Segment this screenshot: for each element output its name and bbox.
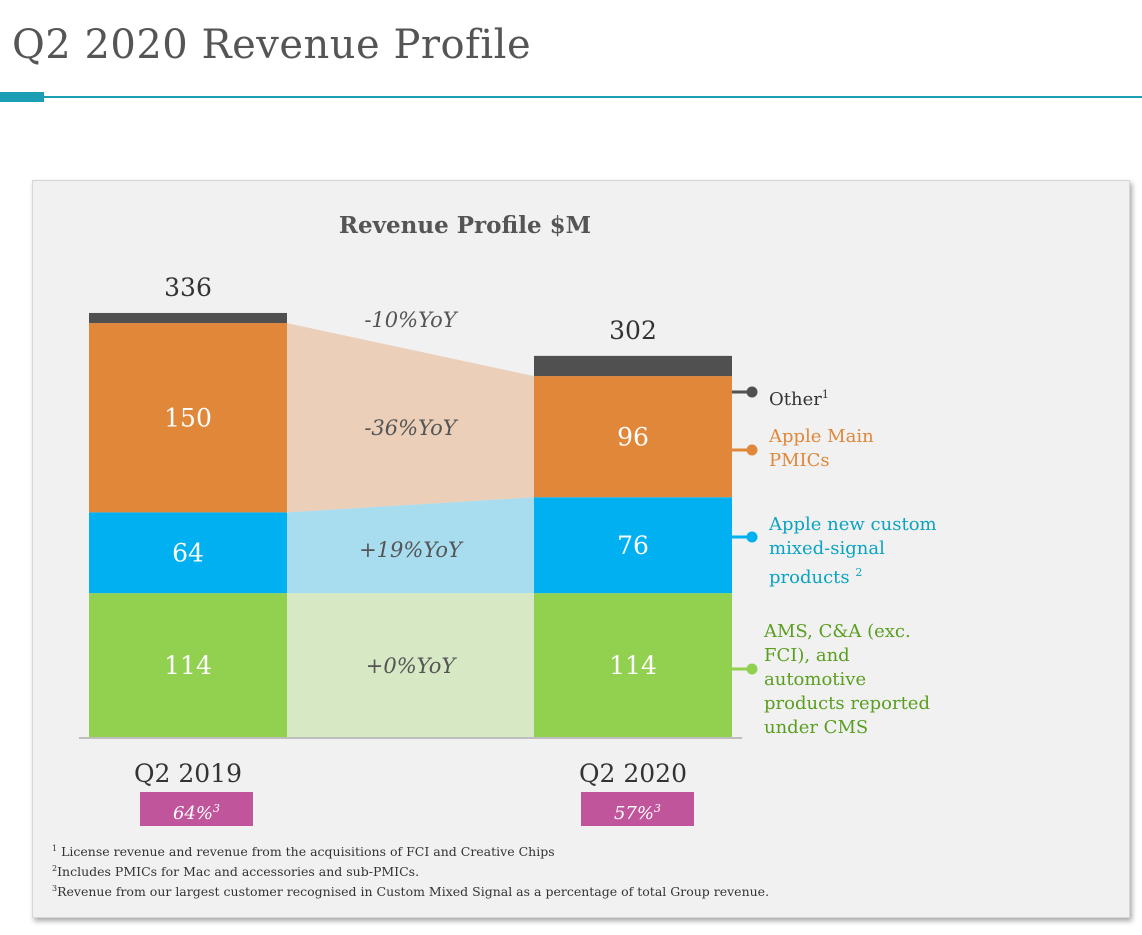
- share-footnote-mark: 3: [213, 802, 220, 815]
- share-footnote-mark: 3: [654, 802, 661, 815]
- bar-total-label: 302: [609, 316, 657, 345]
- legend-label-line: Apple Main: [769, 426, 874, 447]
- title-accent-bar: [0, 92, 44, 102]
- bar-segment: [89, 512, 287, 594]
- footnote-text: License revenue and revenue from the acq…: [61, 844, 555, 860]
- title-rule: [0, 96, 1142, 98]
- share-value: 64%: [172, 803, 213, 824]
- footnote-mark: 3: [52, 884, 58, 894]
- legend-label-line: Apple new custom: [769, 514, 937, 535]
- yoy-total-change-label: -10%YoY: [364, 308, 458, 332]
- yoy-change-label: +19%YoY: [359, 538, 464, 562]
- connector-band: [287, 593, 534, 737]
- bar-segment: [534, 376, 732, 498]
- legend-label-line: PMICs: [769, 450, 830, 471]
- bar-segment: [89, 593, 287, 737]
- share-value: 57%: [613, 803, 654, 824]
- bar-segment: [534, 355, 732, 377]
- legend-item-other: Other1: [769, 383, 829, 412]
- bar-segment: [534, 497, 732, 594]
- bar-segment: [89, 323, 287, 513]
- legend-footnote-mark: 1: [821, 388, 829, 401]
- legend-label-other: Other: [769, 389, 822, 410]
- legend-label-line: under CMS: [764, 717, 869, 738]
- legend-label-line: products reported: [764, 693, 930, 714]
- category-label: Q2 2020: [579, 759, 687, 788]
- largest-customer-share-badge: 57%3: [581, 792, 694, 826]
- connector-band: [287, 497, 534, 594]
- footnotes: 1 License revenue and revenue from the a…: [52, 840, 769, 900]
- bar-value-label: 114: [164, 651, 212, 680]
- category-label: Q2 2019: [134, 759, 242, 788]
- legend-label-line: AMS, C&A (exc.: [764, 621, 911, 642]
- bar-segment: [534, 593, 732, 737]
- footnote: 1 License revenue and revenue from the a…: [52, 840, 769, 860]
- footnote-mark: 1: [52, 844, 58, 853]
- legend-label-line: mixed-signal: [769, 538, 885, 559]
- yoy-change-label: -36%YoY: [364, 416, 458, 440]
- legend-marker: [746, 663, 758, 675]
- legend-item-apple-custom-mixed-signal: Apple new custom mixed-signal products 2: [769, 513, 937, 590]
- bar-value-label: 64: [172, 539, 204, 568]
- footnote-text: Revenue from our largest customer recogn…: [57, 884, 770, 900]
- footnote-text: Includes PMICs for Mac and accessories a…: [57, 864, 420, 880]
- bar-value-label: 96: [617, 423, 649, 452]
- footnote-mark: 2: [52, 864, 58, 874]
- yoy-change-label: +0%YoY: [366, 654, 458, 678]
- bar-value-label: 150: [164, 404, 212, 433]
- bar-segment: [89, 312, 287, 324]
- bar-value-label: 76: [617, 531, 649, 560]
- bar-total-label: 336: [164, 273, 212, 302]
- page-title: Q2 2020 Revenue Profile: [12, 22, 532, 68]
- legend-marker: [746, 386, 758, 398]
- legend-item-apple-main-pmics: Apple Main PMICs: [769, 425, 874, 473]
- legend-label-line: FCI), and: [764, 645, 850, 666]
- chart-title: Revenue Profile $M: [338, 212, 592, 239]
- footnote: 3Revenue from our largest customer recog…: [52, 880, 769, 900]
- legend-footnote-mark: 2: [855, 566, 863, 579]
- legend-item-ams-ca-automotive: AMS, C&A (exc. FCI), and automotive prod…: [764, 620, 930, 740]
- connector-band: [287, 323, 534, 513]
- footnote: 2Includes PMICs for Mac and accessories …: [52, 860, 769, 880]
- largest-customer-share-badge: 64%3: [140, 792, 253, 826]
- legend-marker: [746, 531, 758, 543]
- bar-value-label: 114: [609, 651, 657, 680]
- legend-label-line: automotive: [764, 669, 867, 690]
- legend-label-line: products: [769, 567, 850, 588]
- legend-marker: [746, 444, 758, 456]
